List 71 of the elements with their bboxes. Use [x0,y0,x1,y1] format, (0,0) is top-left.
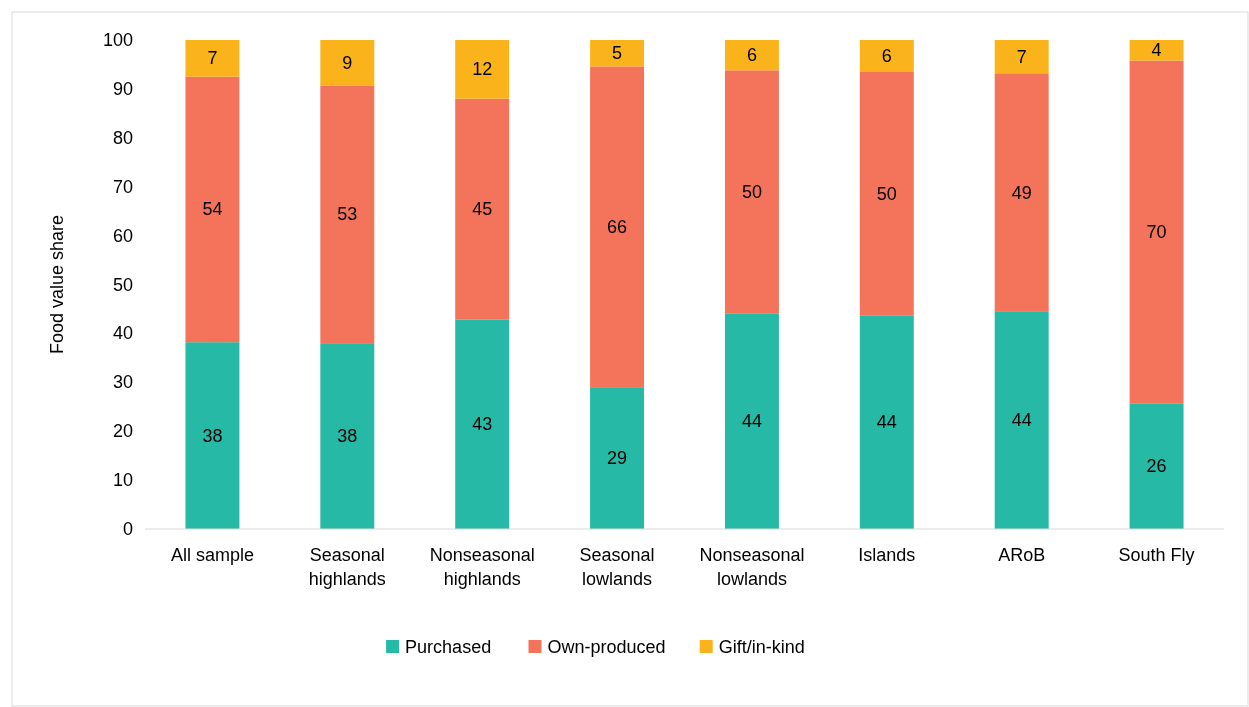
data-label: 9 [342,52,353,73]
bar [724,313,779,529]
y-axis-title: Food value share [47,214,67,355]
bar [994,311,1049,529]
legend-label: Own-produced [547,637,666,657]
bar [859,40,914,72]
y-tick-label: 30 [112,372,133,393]
bar [590,66,645,388]
data-label: 12 [472,59,493,80]
bar [724,70,779,314]
data-label: 26 [1146,456,1167,477]
x-tick-label: All sample [170,545,254,565]
y-tick-label: 60 [112,225,133,246]
bar [455,319,510,529]
bar [590,40,645,67]
data-label: 6 [746,45,757,66]
bar [320,343,375,529]
x-tick-label: Seasonal highlands [308,545,386,589]
data-label: 43 [472,414,493,435]
y-tick-label: 40 [112,323,133,344]
bar [859,71,914,316]
y-tick-label: 90 [112,78,133,99]
bar [320,85,375,344]
data-label: 38 [337,426,358,447]
bar [859,315,914,529]
data-label: 44 [741,411,762,432]
data-label: 44 [1011,410,1032,431]
y-tick-label: 80 [112,127,133,148]
legend-label: Purchased [405,637,492,657]
data-label: 70 [1146,221,1167,242]
data-label: 45 [472,199,493,220]
data-label: 7 [1016,46,1027,67]
x-tick-label: Seasonal lowlands [579,545,655,589]
data-label: 49 [1011,182,1032,203]
data-label: 7 [207,48,218,69]
bar [590,387,645,529]
legend-label: Gift/in-kind [718,637,805,657]
bar [1129,60,1184,404]
x-tick-label: ARoB [998,545,1046,565]
data-label: 54 [202,199,223,220]
y-tick-label: 100 [102,30,133,50]
data-label: 50 [876,183,897,204]
bar [1129,403,1184,529]
data-label: 44 [876,412,897,433]
x-tick-label: Islands [858,545,916,565]
bar [185,342,240,529]
x-tick-label: Nonseasonal highlands [429,545,535,589]
data-label: 53 [337,204,358,225]
bar [994,73,1049,312]
bar [455,40,510,99]
bar [455,98,510,320]
data-label: 50 [741,182,762,203]
data-label: 38 [202,425,223,446]
bar [724,40,779,71]
data-label: 29 [607,448,628,469]
bar [185,40,240,77]
data-label: 5 [612,43,623,64]
data-label: 6 [881,45,892,66]
x-tick-label: Nonseasonal lowlands [699,545,805,589]
data-label: 4 [1151,40,1162,61]
bar [1129,40,1184,61]
y-tick-label: 20 [112,421,133,442]
y-tick-label: 70 [112,176,133,197]
bar [994,40,1049,74]
y-tick-label: 0 [122,519,133,539]
bar [185,76,240,343]
data-label: 66 [607,216,628,237]
y-tick-label: 50 [112,274,133,295]
x-tick-label: South Fly [1118,545,1195,565]
bar [320,40,375,86]
y-tick-label: 10 [112,470,133,491]
